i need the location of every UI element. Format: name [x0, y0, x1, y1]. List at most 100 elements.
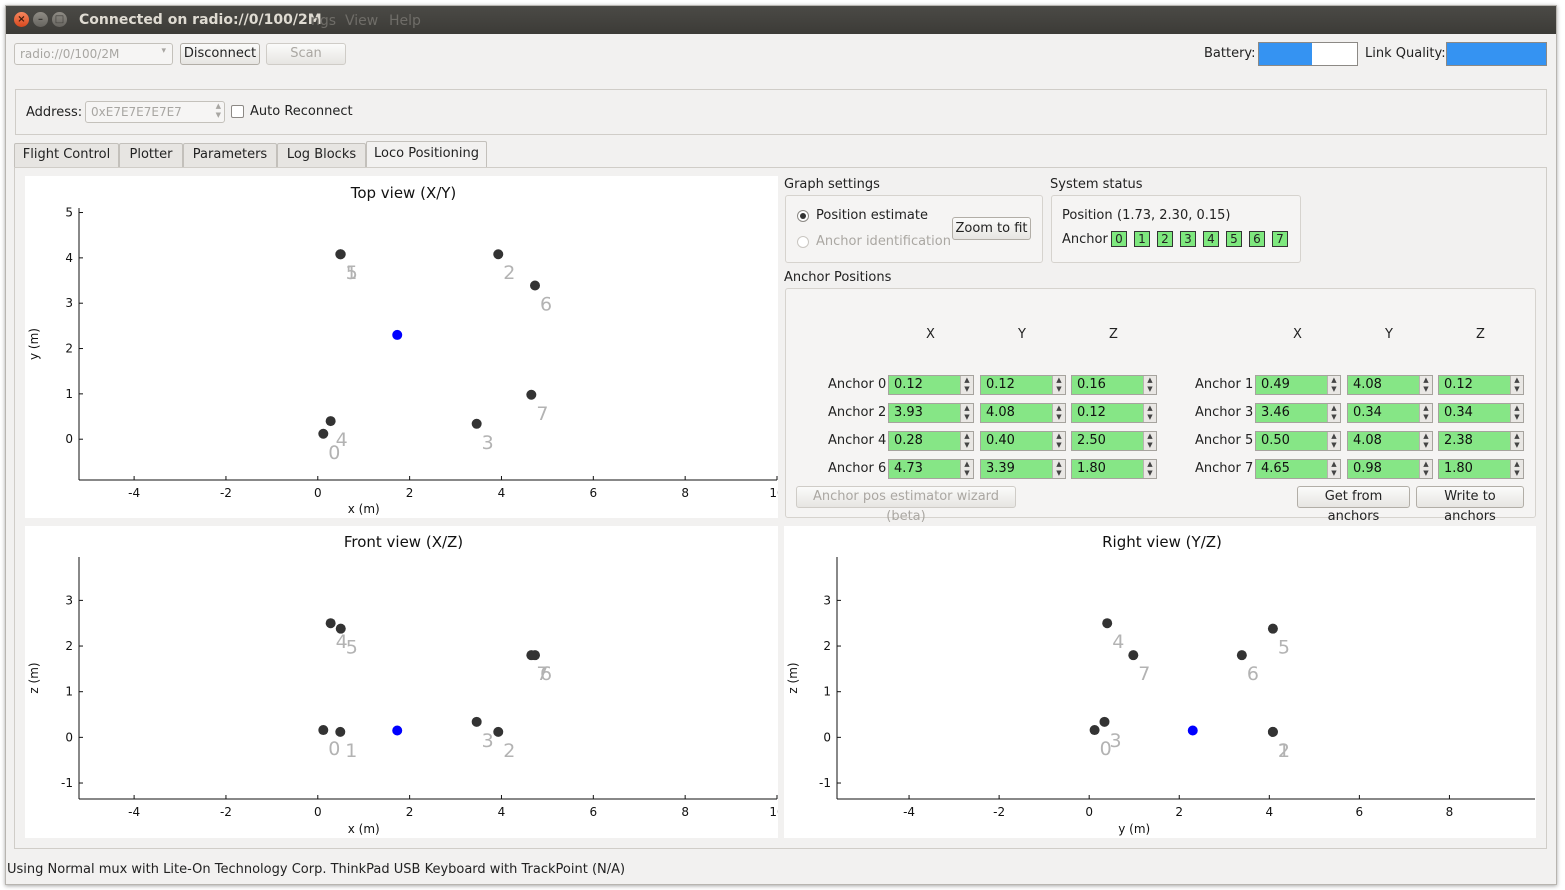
menu-settings[interactable]: ngs	[311, 13, 337, 29]
position-estimate-radio[interactable]	[797, 210, 809, 222]
spin-arrows-icon[interactable]: ▲ ▼	[1510, 460, 1523, 478]
x-tick-label: 0	[314, 486, 322, 500]
spin-arrows-icon[interactable]: ▲ ▼	[1419, 404, 1432, 422]
anchor-3-y-spinbox[interactable]: 0.34 ▲ ▼	[1347, 403, 1433, 423]
spin-arrows-icon[interactable]: ▲ ▼	[1327, 432, 1340, 450]
spin-arrows-icon[interactable]: ▲ ▼	[1327, 460, 1340, 478]
position-estimate-point	[392, 725, 403, 736]
x-tick-label: 4	[1265, 805, 1273, 819]
spin-arrows-icon[interactable]: ▲ ▼	[1143, 460, 1156, 478]
anchor-1-y-spinbox[interactable]: 4.08 ▲ ▼	[1347, 375, 1433, 395]
anchor-2-y-spinbox[interactable]: 4.08 ▲ ▼	[980, 403, 1066, 423]
address-panel	[15, 89, 1547, 135]
x-tick-label: 8	[1446, 805, 1454, 819]
scan-button[interactable]: Scan	[266, 43, 346, 65]
anchor-5-z-spinbox[interactable]: 2.38 ▲ ▼	[1438, 431, 1524, 451]
anchor-7-x-spinbox[interactable]: 4.65 ▲ ▼	[1255, 459, 1341, 479]
spin-arrows-icon[interactable]: ▲ ▼	[960, 460, 973, 478]
menu-view[interactable]: View	[345, 13, 379, 29]
anchor-7-z-spinbox[interactable]: 1.80 ▲ ▼	[1438, 459, 1524, 479]
anchor-0-x-spinbox[interactable]: 0.12 ▲ ▼	[888, 375, 974, 395]
anchor-2-x-value: 3.93	[894, 405, 923, 420]
spin-arrows-icon[interactable]: ▲ ▼	[1510, 404, 1523, 422]
spin-arrows-icon[interactable]: ▲ ▼	[1419, 432, 1432, 450]
right-view-plot[interactable]: Right view (Y/Z) -4 -2 0 2 4 6 8 -1 0 1 2 3 y (m) z (m…	[784, 526, 1536, 838]
anchor-4-y-spinbox[interactable]: 0.40 ▲ ▼	[980, 431, 1066, 451]
spin-arrows-icon[interactable]: ▲ ▼	[1327, 376, 1340, 394]
link-quality-fill	[1447, 43, 1546, 65]
tab-parameters[interactable]: Parameters	[183, 143, 277, 167]
anchor-2-z-spinbox[interactable]: 0.12 ▲ ▼	[1071, 403, 1157, 423]
zoom-to-fit-button[interactable]: Zoom to fit	[952, 217, 1031, 240]
spin-arrows-icon[interactable]: ▲ ▼	[1327, 404, 1340, 422]
anchor-4-z-spinbox[interactable]: 2.50 ▲ ▼	[1071, 431, 1157, 451]
anchor-point	[493, 249, 504, 260]
anchor-7-x-value: 4.65	[1261, 461, 1290, 476]
spin-arrows-icon[interactable]: ▲ ▼	[1510, 376, 1523, 394]
anchor-0-y-spinbox[interactable]: 0.12 ▲ ▼	[980, 375, 1066, 395]
y-tick-label: 5	[65, 206, 73, 220]
spin-arrows-icon[interactable]: ▲ ▼	[1052, 376, 1065, 394]
anchor-point	[318, 428, 329, 439]
address-spin-arrows-icon[interactable]: ▲ ▼	[215, 102, 221, 119]
top-view-chart: Top view (X/Y)-4-20246810012345x (m)y (m…	[27, 184, 785, 516]
anchor-point	[529, 280, 540, 291]
x-tick-label: -4	[128, 805, 140, 819]
spin-arrows-icon[interactable]: ▲ ▼	[960, 376, 973, 394]
spin-arrows-icon[interactable]: ▲ ▼	[1052, 404, 1065, 422]
get-from-anchors-button[interactable]: Get from anchors	[1297, 486, 1410, 524]
anchor-point-label: 4	[1112, 631, 1124, 653]
title-bar[interactable]: × – □ Connected on radio://0/100/2M ngs …	[6, 6, 1556, 34]
anchor-1-z-spinbox[interactable]: 0.12 ▲ ▼	[1438, 375, 1524, 395]
anchor-6-y-spinbox[interactable]: 3.39 ▲ ▼	[980, 459, 1066, 479]
anchor-status-2: 2	[1157, 231, 1173, 247]
anchor-point-label: 5	[1278, 637, 1290, 659]
spin-arrows-icon[interactable]: ▲ ▼	[1143, 432, 1156, 450]
spin-arrows-icon[interactable]: ▲ ▼	[1510, 432, 1523, 450]
anchor-3-x-value: 3.46	[1261, 405, 1290, 420]
anchor-3-x-spinbox[interactable]: 3.46 ▲ ▼	[1255, 403, 1341, 423]
y-tick-label: 2	[65, 342, 73, 356]
anchor-identification-radio[interactable]	[797, 236, 809, 248]
anchor-2-x-spinbox[interactable]: 3.93 ▲ ▼	[888, 403, 974, 423]
anchor-identification-label: Anchor identification	[816, 234, 951, 249]
spin-arrows-icon[interactable]: ▲ ▼	[960, 432, 973, 450]
anchor-row-label: Anchor 1	[1195, 377, 1254, 392]
y-tick-label: 3	[65, 593, 73, 607]
close-window-icon[interactable]: ×	[14, 12, 29, 27]
spin-arrows-icon[interactable]: ▲ ▼	[1052, 432, 1065, 450]
anchor-wizard-button[interactable]: Anchor pos estimator wizard (beta)	[796, 486, 1016, 524]
radio-uri-select[interactable]: radio://0/100/2M ▾	[14, 43, 173, 65]
anchor-0-z-spinbox[interactable]: 0.16 ▲ ▼	[1071, 375, 1157, 395]
spin-arrows-icon[interactable]: ▲ ▼	[1143, 404, 1156, 422]
maximize-window-icon[interactable]: □	[52, 12, 67, 27]
tab-log-blocks[interactable]: Log Blocks	[277, 143, 366, 167]
anchor-1-x-spinbox[interactable]: 0.49 ▲ ▼	[1255, 375, 1341, 395]
top-view-plot[interactable]: Top view (X/Y)-4-20246810012345x (m)y (m…	[25, 176, 785, 518]
anchor-6-z-spinbox[interactable]: 1.80 ▲ ▼	[1071, 459, 1157, 479]
spin-arrows-icon[interactable]: ▲ ▼	[1143, 376, 1156, 394]
anchor-6-x-spinbox[interactable]: 4.73 ▲ ▼	[888, 459, 974, 479]
system-status-group	[1051, 195, 1301, 263]
tab-loco-positioning[interactable]: Loco Positioning	[366, 141, 487, 168]
spin-arrows-icon[interactable]: ▲ ▼	[1419, 460, 1432, 478]
anchor-4-x-spinbox[interactable]: 0.28 ▲ ▼	[888, 431, 974, 451]
chart-title: Top view (X/Y)	[350, 184, 457, 202]
auto-reconnect-checkbox[interactable]	[231, 105, 244, 118]
write-to-anchors-button[interactable]: Write to anchors	[1416, 486, 1524, 524]
menu-help[interactable]: Help	[389, 13, 421, 29]
tab-plotter[interactable]: Plotter	[119, 143, 183, 167]
tab-flight-control[interactable]: Flight Control	[14, 143, 119, 167]
anchor-point	[335, 726, 346, 737]
disconnect-button[interactable]: Disconnect	[180, 43, 260, 65]
anchor-5-y-spinbox[interactable]: 4.08 ▲ ▼	[1347, 431, 1433, 451]
minimize-window-icon[interactable]: –	[33, 12, 48, 27]
anchor-7-y-spinbox[interactable]: 0.98 ▲ ▼	[1347, 459, 1433, 479]
spin-arrows-icon[interactable]: ▲ ▼	[1419, 376, 1432, 394]
anchor-3-z-spinbox[interactable]: 0.34 ▲ ▼	[1438, 403, 1524, 423]
spin-arrows-icon[interactable]: ▲ ▼	[1052, 460, 1065, 478]
anchor-5-x-spinbox[interactable]: 0.50 ▲ ▼	[1255, 431, 1341, 451]
address-input[interactable]: 0xE7E7E7E7E7 ▲ ▼	[85, 101, 225, 123]
spin-arrows-icon[interactable]: ▲ ▼	[960, 404, 973, 422]
